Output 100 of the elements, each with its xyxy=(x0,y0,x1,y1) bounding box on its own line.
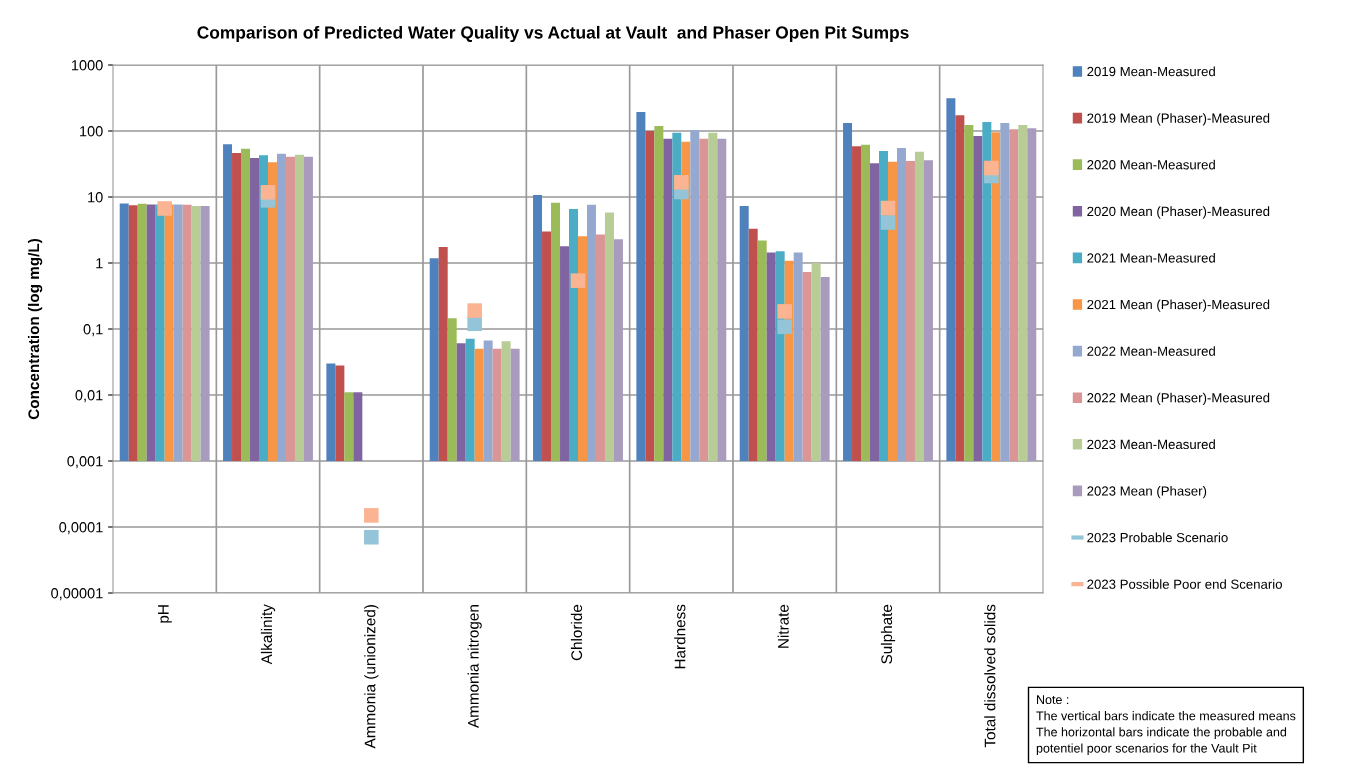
bar xyxy=(879,150,888,461)
bar xyxy=(137,203,147,461)
bar xyxy=(613,239,623,461)
bar xyxy=(250,157,260,461)
bar xyxy=(510,348,520,461)
bar xyxy=(672,132,682,461)
bar xyxy=(276,153,286,461)
bar xyxy=(946,98,956,461)
bar xyxy=(303,156,313,461)
bar xyxy=(191,206,201,461)
x-tick-label: Ammonia (unionized) xyxy=(364,605,379,749)
bar xyxy=(852,146,862,461)
text: Note : The vertical bars indicate the measured means The horizontal bars indicate the probable and potentiel poor scenarios for the Vault Pit xyxy=(1036,695,1296,756)
point xyxy=(777,319,792,335)
legend-label: 2022 Mean-Measured xyxy=(1087,346,1215,356)
bar xyxy=(241,148,251,461)
bar xyxy=(569,208,578,461)
bar xyxy=(888,161,897,461)
chart-title: Comparison of Predicted Water Quality vs Actual at Vault and Phaser Open Pit Sumps xyxy=(197,25,909,43)
bar xyxy=(1009,129,1019,461)
point xyxy=(467,303,482,318)
point xyxy=(674,175,689,190)
bar xyxy=(905,161,915,461)
point xyxy=(157,201,172,216)
bar xyxy=(595,234,605,461)
bar xyxy=(344,392,354,461)
bar xyxy=(699,138,709,461)
bar xyxy=(766,252,776,461)
bar xyxy=(483,340,493,461)
bar xyxy=(223,144,233,461)
bar xyxy=(802,271,812,461)
bar xyxy=(586,204,596,461)
bar xyxy=(232,153,242,461)
bar xyxy=(748,228,758,461)
y-tick-label: 100 xyxy=(80,126,103,137)
bar xyxy=(654,126,664,461)
y-tick-label: 0,0001 xyxy=(59,522,103,535)
y-tick-label: 0,1 xyxy=(83,324,103,337)
bar xyxy=(914,151,924,461)
bar xyxy=(973,136,983,461)
y-tick-label: 1 xyxy=(96,258,103,269)
x-tick-label: Ammonia nitrogen xyxy=(467,605,482,729)
bar xyxy=(268,162,277,461)
bar xyxy=(1018,125,1028,461)
point xyxy=(984,160,999,176)
bar xyxy=(128,205,138,461)
bar xyxy=(793,252,803,461)
x-tick-label: Total dissolved solids xyxy=(984,604,996,748)
legend-label: 2023 Mean-Measured xyxy=(1087,439,1215,450)
x-tick-label: Chloride xyxy=(570,604,583,661)
bar xyxy=(604,212,614,461)
x-tick-label: Nitrate xyxy=(777,604,789,648)
point xyxy=(570,273,586,288)
point xyxy=(260,184,276,200)
bar xyxy=(757,240,767,461)
bar xyxy=(645,131,655,461)
y-tick-label: 0,01 xyxy=(75,390,103,403)
bar xyxy=(843,123,853,461)
bar xyxy=(896,148,906,461)
bar xyxy=(429,258,439,461)
bar xyxy=(1000,123,1010,461)
bar xyxy=(663,138,673,461)
y-axis-title: Concentration (log mg/L) xyxy=(27,238,43,420)
bar xyxy=(492,348,502,461)
y-tick-label: 0,00001 xyxy=(51,588,103,601)
bar xyxy=(285,156,295,461)
bar xyxy=(119,203,129,461)
point xyxy=(880,200,896,216)
bar xyxy=(182,204,192,461)
legend-label: 2020 Mean (Phaser)-Measured xyxy=(1087,206,1270,219)
point xyxy=(777,304,792,319)
bar xyxy=(717,138,727,461)
bar xyxy=(870,163,880,461)
legend-label: 2021 Mean (Phaser)-Measured xyxy=(1087,299,1270,312)
bar xyxy=(501,341,511,461)
bar xyxy=(465,338,475,461)
legend-label: 2023 Possible Poor end Scenario xyxy=(1087,579,1282,589)
bar xyxy=(438,246,448,461)
x-tick-label: pH xyxy=(158,605,172,623)
bar xyxy=(335,365,345,461)
bar xyxy=(560,246,570,461)
bar xyxy=(923,160,933,461)
bar xyxy=(456,343,466,461)
point xyxy=(364,529,379,545)
point xyxy=(880,215,896,230)
bar xyxy=(542,231,552,461)
bar xyxy=(200,206,210,461)
legend-label: 2023 Mean (Phaser) xyxy=(1087,485,1207,499)
bar xyxy=(533,195,543,461)
legend-label: 2021 Mean-Measured xyxy=(1087,252,1215,263)
bar xyxy=(708,132,718,461)
bar xyxy=(1027,128,1037,461)
bar xyxy=(820,277,830,461)
legend-label: 2022 Mean (Phaser)-Measured xyxy=(1087,392,1270,406)
x-tick-label: Sulphate xyxy=(880,604,896,664)
bar xyxy=(739,206,749,461)
bar xyxy=(681,141,691,461)
y-tick-label: 0,001 xyxy=(67,456,103,469)
bar xyxy=(164,204,174,461)
legend-label: 2019 Mean (Phaser)-Measured xyxy=(1087,113,1270,126)
